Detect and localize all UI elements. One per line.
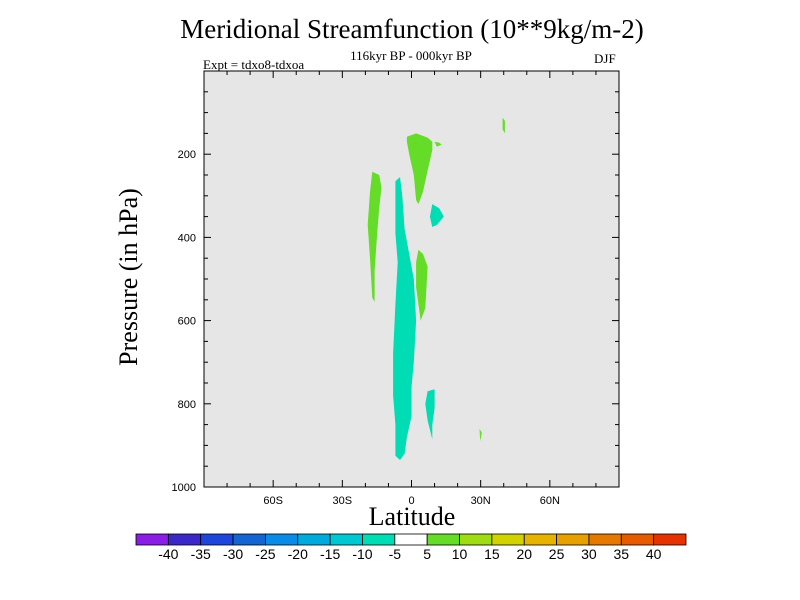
contour-region-0 xyxy=(367,171,382,302)
y-tick-label: 200 xyxy=(178,149,196,161)
colorbar-box-13 xyxy=(556,533,590,546)
colorbar-label: -15 xyxy=(320,546,340,562)
axis-ticks: 60S 30S 0 30N 60N 200 400 600 800 1000 xyxy=(172,71,619,507)
x-tick-label: 30N xyxy=(471,495,491,507)
colorbar-box-0 xyxy=(135,533,169,546)
colorbar-label: 35 xyxy=(614,546,630,562)
contour-region-5 xyxy=(479,428,482,442)
colorbar-box-15 xyxy=(620,533,655,546)
colorbar-box-11 xyxy=(491,533,525,546)
contour-region-4 xyxy=(502,117,505,134)
colorbar-label: 40 xyxy=(646,546,662,562)
colorbar-box-16 xyxy=(653,533,687,546)
colorbar: -40 -35 -30 -25 -20 -15 -10 -5 5 10 15 20 25 30 35 40 xyxy=(135,533,687,562)
colorbar-box-5 xyxy=(297,533,331,546)
colorbar-box-10 xyxy=(459,533,493,546)
y-tick-label: 800 xyxy=(178,399,196,411)
colorbar-box-7 xyxy=(362,533,396,546)
colorbar-box-1 xyxy=(167,533,202,546)
y-tick-label: 600 xyxy=(178,316,196,328)
contour-region-3 xyxy=(416,249,428,321)
season-label: DJF xyxy=(594,51,616,66)
contour-region-7 xyxy=(429,204,444,227)
y-tick-label: 1000 xyxy=(172,482,196,494)
chart-subtitle: 116kyr BP - 000kyr BP xyxy=(350,48,472,63)
contour-region-2 xyxy=(434,141,442,147)
colorbar-label: 15 xyxy=(484,546,500,562)
colorbar-label: 5 xyxy=(423,546,431,562)
colorbar-label: -35 xyxy=(191,546,211,562)
colorbar-label: -5 xyxy=(389,546,402,562)
colorbar-label: -10 xyxy=(352,546,372,562)
colorbar-box-4 xyxy=(265,533,299,546)
y-tick-label: 400 xyxy=(178,232,196,244)
contour-regions xyxy=(367,117,505,460)
x-tick-label: 30S xyxy=(333,495,353,507)
colorbar-label: 20 xyxy=(516,546,532,562)
contour-region-8 xyxy=(425,389,435,440)
colorbar-box-6 xyxy=(329,533,363,546)
colorbar-box-12 xyxy=(523,533,557,546)
contour-region-6 xyxy=(393,177,417,460)
x-axis-title: Latitude xyxy=(368,502,456,531)
x-tick-label: 60S xyxy=(263,495,283,507)
colorbar-label: 25 xyxy=(549,546,565,562)
colorbar-box-9 xyxy=(426,533,460,546)
colorbar-box-2 xyxy=(200,533,234,546)
colorbar-box-8 xyxy=(394,533,428,546)
chart-title: Meridional Streamfunction (10**9kg/m-2) xyxy=(180,14,644,44)
colorbar-label: -40 xyxy=(158,546,178,562)
colorbar-box-14 xyxy=(588,533,622,546)
x-tick-label: 0 xyxy=(408,495,414,507)
colorbar-label: 10 xyxy=(452,546,468,562)
x-tick-label: 60N xyxy=(540,495,560,507)
colorbar-label: -25 xyxy=(255,546,275,562)
experiment-label: Expt = tdxo8-tdxoa xyxy=(203,57,305,72)
colorbar-box-3 xyxy=(232,533,266,546)
contour-region-1 xyxy=(406,133,433,205)
colorbar-label: -20 xyxy=(288,546,308,562)
colorbar-label: 30 xyxy=(581,546,597,562)
colorbar-label: -30 xyxy=(223,546,243,562)
